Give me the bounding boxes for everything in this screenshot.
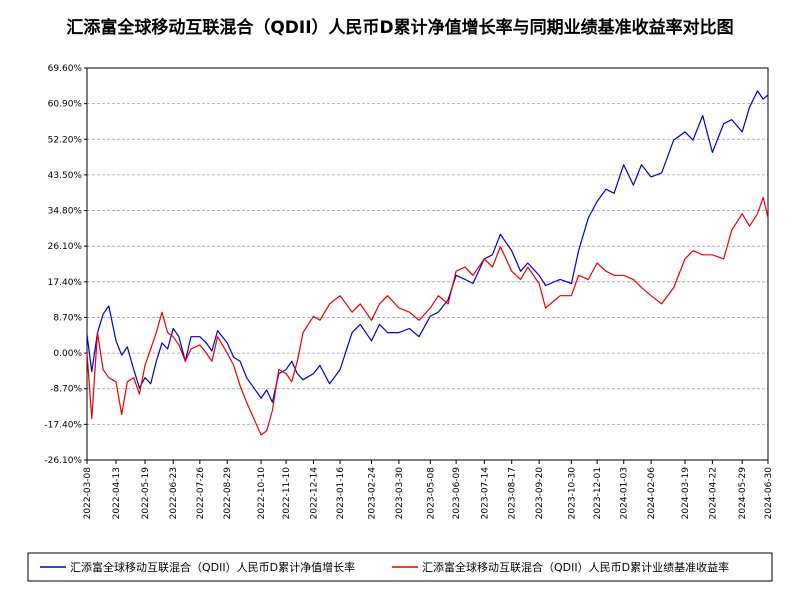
x-tick-label: 2022-11-10	[282, 467, 292, 520]
y-tick-label: -8.70%	[50, 385, 82, 395]
x-tick-label: 2022-05-19	[141, 467, 151, 520]
x-tick-label: 2023-10-30	[567, 467, 577, 520]
x-tick-label: 2023-02-24	[367, 467, 377, 520]
x-tick-label: 2023-07-14	[480, 467, 490, 520]
x-tick-label: 2024-03-19	[681, 467, 691, 520]
x-tick-label: 2024-06-30	[764, 467, 774, 520]
grid-layer	[87, 103, 768, 425]
x-tick-label: 2023-06-09	[452, 467, 462, 520]
x-tick-label: 2024-05-29	[738, 467, 748, 520]
y-tick-label: 8.70%	[53, 313, 82, 323]
x-tick-label: 2022-03-08	[83, 467, 93, 520]
legend: 汇添富全球移动互联混合（QDII）人民币D累计净值增长率 汇添富全球移动互联混合…	[27, 552, 773, 582]
x-tick-label: 2023-09-20	[535, 467, 545, 520]
series-line-benchmark	[86, 196, 769, 436]
x-tick-label: 2022-08-29	[223, 467, 233, 520]
y-axis-ticks: 69.60% 60.90% 52.20% 43.50% 34.80% 26.10% 17.4…	[44, 64, 87, 466]
x-tick-label: 2022-12-14	[309, 467, 319, 520]
x-tick-label: 2022-07-26	[196, 467, 206, 520]
x-axis-ticks: 2022-03-08 2022-04-13 2022-05-19 2022-06-23…	[83, 460, 774, 519]
y-tick-label: 52.20%	[48, 135, 83, 145]
y-tick-label: 69.60%	[48, 64, 83, 74]
y-tick-label: 17.40%	[48, 278, 83, 288]
y-tick-label: 0.00%	[53, 349, 82, 359]
series-line-fund	[86, 90, 769, 403]
legend-label-benchmark: 汇添富全球移动互联混合（QDII）人民币D累计业绩基准收益率	[422, 560, 729, 574]
y-tick-label: 43.50%	[48, 171, 83, 181]
x-tick-label: 2024-02-06	[647, 467, 657, 520]
x-tick-label: 2024-04-22	[708, 467, 718, 519]
y-tick-label: 34.80%	[48, 207, 83, 217]
y-tick-label: 26.10%	[48, 242, 83, 252]
y-tick-label: -17.40%	[44, 420, 82, 430]
x-tick-label: 2024-01-03	[620, 467, 630, 519]
x-tick-label: 2023-08-17	[508, 467, 518, 519]
x-tick-label: 2023-12-01	[593, 467, 603, 519]
x-tick-label: 2023-03-30	[395, 467, 405, 520]
legend-label-fund: 汇添富全球移动互联混合（QDII）人民币D累计净值增长率	[70, 560, 355, 574]
plot-area-frame	[86, 67, 769, 461]
series-layer	[86, 90, 769, 436]
chart-title: 汇添富全球移动互联混合（QDII）人民币D累计净值增长率与同期业绩基准收益率对比…	[66, 17, 733, 38]
x-tick-label: 2022-04-13	[112, 467, 122, 519]
y-tick-label: 60.90%	[48, 100, 83, 110]
y-tick-label: -26.10%	[44, 456, 82, 466]
x-tick-label: 2022-06-23	[169, 467, 179, 519]
x-tick-label: 2023-01-16	[336, 467, 346, 520]
x-tick-label: 2022-10-10	[257, 467, 267, 520]
x-tick-label: 2023-05-08	[426, 467, 436, 520]
